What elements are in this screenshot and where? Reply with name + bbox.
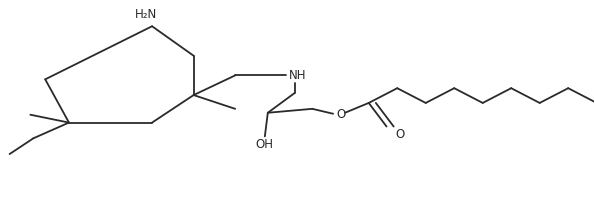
Text: NH: NH xyxy=(289,69,306,82)
Text: OH: OH xyxy=(256,138,274,151)
Text: H₂N: H₂N xyxy=(135,8,157,21)
Text: O: O xyxy=(336,108,345,121)
Text: O: O xyxy=(396,129,405,142)
